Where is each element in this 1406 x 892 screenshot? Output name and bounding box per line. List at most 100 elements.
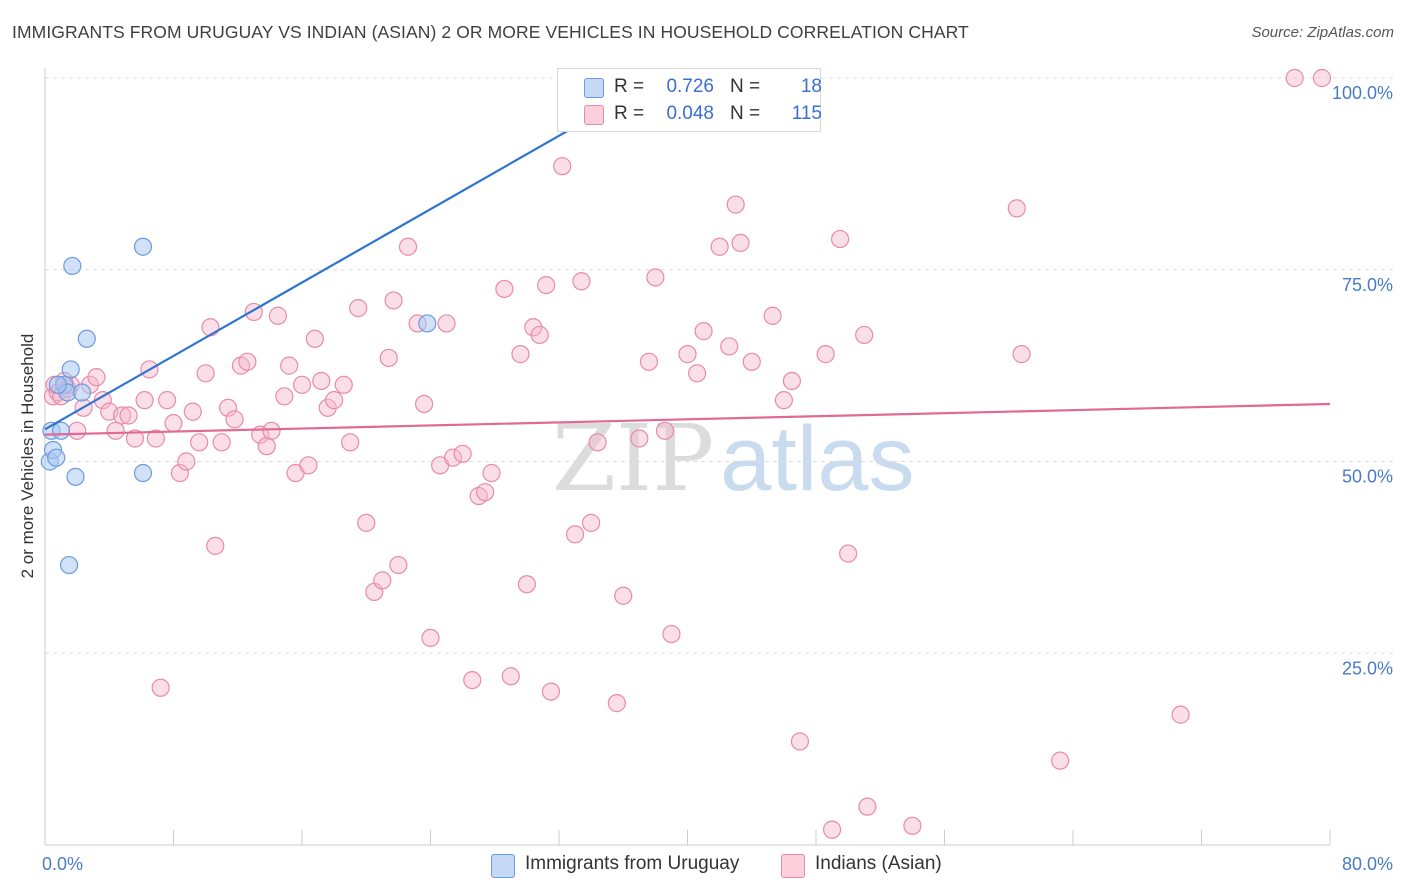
legend-n-label: N =	[730, 76, 761, 97]
legend-r-label: R =	[614, 103, 645, 124]
uruguay-points	[40, 68, 622, 575]
indian-point	[212, 433, 231, 452]
uruguay-point	[51, 421, 71, 440]
indian-point	[1171, 705, 1190, 724]
indian-point	[476, 483, 495, 502]
indian-point	[206, 536, 225, 555]
indian-point	[710, 237, 729, 256]
indian-point	[312, 371, 331, 391]
indian-point	[292, 375, 312, 394]
indian-point	[588, 433, 607, 452]
indian-point	[582, 513, 601, 532]
indian-point	[822, 820, 842, 839]
indian-point	[731, 233, 750, 253]
indian-trend-line	[44, 402, 1331, 436]
indian-point	[119, 406, 138, 425]
legend-n-label: N =	[730, 103, 761, 124]
indian-point	[177, 452, 196, 471]
indian-point	[517, 575, 536, 594]
indian-point	[170, 463, 190, 483]
indian-point	[125, 429, 145, 448]
indian-point	[87, 368, 106, 387]
indian-point	[421, 628, 440, 648]
indian-point	[726, 195, 745, 214]
indian-point	[275, 387, 294, 406]
y-tick-label: 50.0%	[1342, 467, 1393, 487]
indian-point	[146, 429, 165, 448]
indian-point	[201, 318, 220, 337]
indian-point	[1051, 751, 1070, 770]
indian-point	[268, 306, 288, 325]
indian-point	[742, 352, 761, 371]
indian-point	[325, 391, 344, 410]
indian-point	[280, 356, 299, 375]
watermark-atlas: atlas	[720, 408, 915, 510]
uruguay-point	[47, 448, 66, 467]
uruguay-point	[66, 467, 85, 486]
indian-point	[305, 329, 324, 348]
indian-point	[858, 797, 877, 816]
indian-point	[790, 732, 810, 751]
indian-point	[299, 456, 318, 475]
indian-point	[443, 448, 463, 467]
indian-point	[219, 398, 238, 417]
indian-point	[398, 237, 418, 256]
legend-r-value-indian: 0.048	[666, 103, 714, 124]
watermark: ZIPatlas	[552, 405, 915, 512]
uruguay-point	[48, 375, 67, 394]
indian-point	[501, 667, 520, 686]
indian-point	[437, 314, 456, 333]
bottom-legend-label-indian: Indians (Asian)	[815, 853, 942, 874]
indian-point	[341, 433, 360, 452]
indian-point	[541, 682, 561, 701]
indian-point	[537, 275, 556, 295]
legend-swatch-indian	[584, 105, 604, 125]
indian-point	[262, 421, 281, 440]
indian-point	[389, 555, 408, 575]
chart-title: IMMIGRANTS FROM URUGUAY VS INDIAN (ASIAN…	[12, 22, 969, 42]
indian-points	[43, 68, 1332, 839]
y-axis-label: 2 or more Vehicles in Household	[18, 334, 37, 579]
uruguay-point	[77, 329, 96, 348]
indian-point	[482, 463, 501, 483]
bottom-legend-label-uruguay: Immigrants from Uruguay	[525, 853, 740, 874]
indian-point	[373, 571, 392, 590]
x-tick-label-min: 0.0%	[42, 854, 83, 874]
indian-point	[903, 816, 922, 835]
indian-point	[565, 525, 585, 544]
legend-r-value-uruguay: 0.726	[666, 76, 714, 97]
indian-point	[511, 345, 530, 364]
uruguay-point	[418, 314, 437, 333]
indian-point	[453, 444, 472, 463]
legend-r-label: R =	[614, 76, 645, 97]
indian-point	[151, 678, 170, 697]
indian-point	[1312, 68, 1332, 88]
indian-point	[678, 345, 697, 364]
trend-lines	[44, 77, 1331, 436]
indian-point	[1285, 68, 1304, 88]
bottom-legend-swatch-uruguay	[491, 854, 515, 878]
source-label: Source: ZipAtlas.com	[1251, 24, 1394, 41]
uruguay-point	[72, 383, 92, 402]
indian-point	[225, 410, 244, 429]
indian-point	[1012, 345, 1031, 364]
indian-point	[495, 279, 514, 299]
indian-point	[614, 586, 633, 605]
uruguay-point	[133, 463, 153, 483]
y-tick-labels: 25.0% 50.0% 75.0% 100.0%	[1332, 83, 1393, 678]
legend-swatch-uruguay	[584, 78, 604, 98]
indian-point	[855, 325, 874, 345]
indian-point	[572, 272, 591, 291]
indian-point	[157, 391, 177, 410]
indian-point	[106, 421, 125, 440]
indian-point	[196, 364, 215, 383]
indian-point	[68, 421, 87, 440]
indian-point	[694, 322, 713, 341]
uruguay-point	[133, 237, 153, 256]
indian-point	[639, 352, 659, 371]
x-tick-label-max: 80.0%	[1342, 854, 1393, 874]
indian-point	[164, 414, 183, 433]
indian-point	[816, 345, 835, 364]
indian-point	[463, 670, 482, 690]
